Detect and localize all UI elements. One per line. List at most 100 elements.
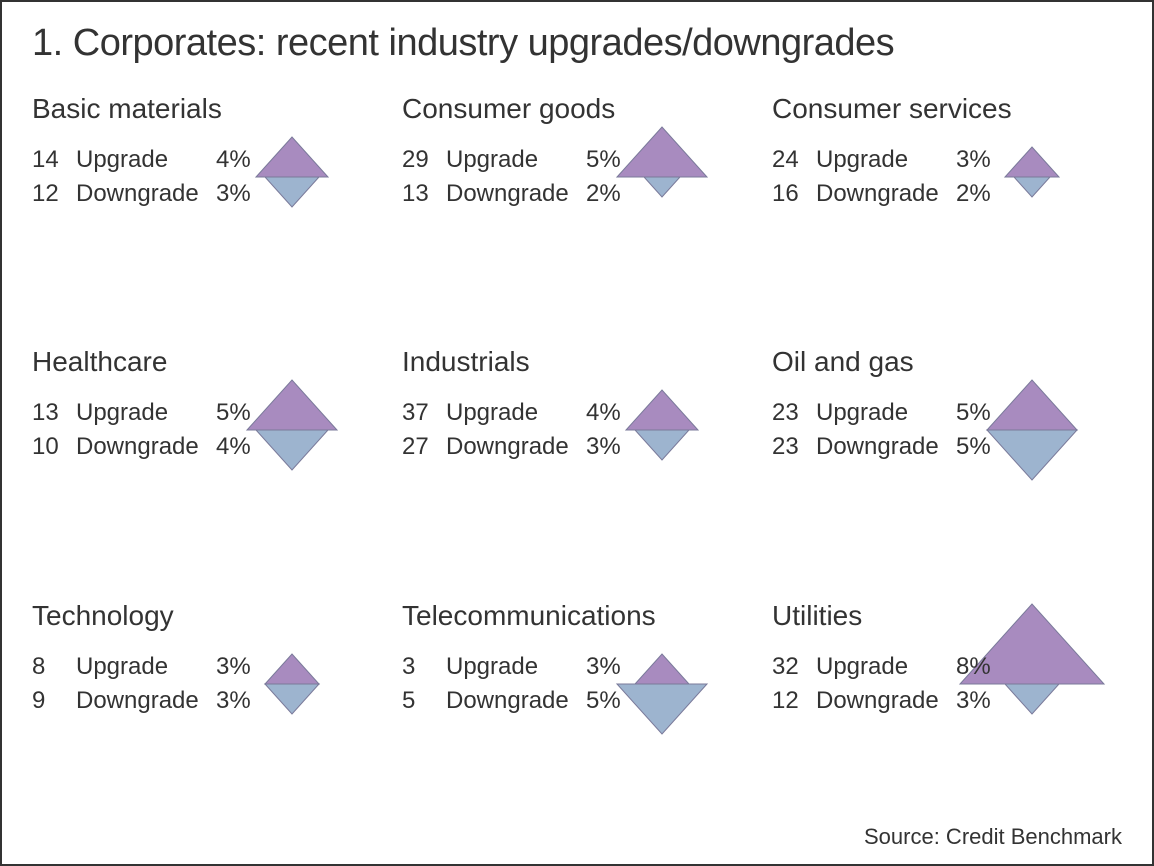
- downgrade-count: 16: [772, 180, 816, 208]
- downgrade-row: 9Downgrade3%: [32, 684, 382, 718]
- upgrade-pct: 8%: [956, 653, 1006, 681]
- sector-rows: 3Upgrade3%5Downgrade5%: [402, 650, 752, 718]
- downgrade-row: 12Downgrade3%: [772, 684, 1122, 718]
- sector-name: Basic materials: [32, 93, 382, 125]
- sector-rows: 13Upgrade5%10Downgrade4%: [32, 396, 382, 464]
- sector-name: Technology: [32, 600, 382, 632]
- sector-rows: 8Upgrade3%9Downgrade3%: [32, 650, 382, 718]
- sector-rows: 37Upgrade4%27Downgrade3%: [402, 396, 752, 464]
- downgrade-label: Downgrade: [816, 180, 956, 208]
- downgrade-label: Downgrade: [446, 180, 586, 208]
- downgrade-pct: 3%: [956, 687, 1006, 715]
- sector-name: Industrials: [402, 346, 752, 378]
- downgrade-label: Downgrade: [76, 687, 216, 715]
- upgrade-count: 3: [402, 653, 446, 681]
- sector-cell: Technology8Upgrade3%9Downgrade3%: [32, 600, 382, 793]
- downgrade-label: Downgrade: [76, 433, 216, 461]
- sector-grid: Basic materials14Upgrade4%12Downgrade3%C…: [32, 93, 1122, 793]
- upgrade-row: 23Upgrade5%: [772, 396, 1122, 430]
- sector-cell: Healthcare13Upgrade5%10Downgrade4%: [32, 346, 382, 539]
- upgrade-label: Upgrade: [446, 653, 586, 681]
- sector-name: Healthcare: [32, 346, 382, 378]
- downgrade-row: 16Downgrade2%: [772, 177, 1122, 211]
- upgrade-row: 24Upgrade3%: [772, 143, 1122, 177]
- upgrade-label: Upgrade: [446, 399, 586, 427]
- downgrade-pct: 2%: [956, 180, 1006, 208]
- sector-rows: 24Upgrade3%16Downgrade2%: [772, 143, 1122, 211]
- downgrade-count: 12: [772, 687, 816, 715]
- downgrade-pct: 4%: [216, 433, 266, 461]
- upgrade-count: 14: [32, 146, 76, 174]
- sector-cell: Utilities32Upgrade8%12Downgrade3%: [772, 600, 1122, 793]
- downgrade-pct: 2%: [586, 180, 636, 208]
- chart-frame: 1. Corporates: recent industry upgrades/…: [0, 0, 1154, 866]
- sector-cell: Consumer goods29Upgrade5%13Downgrade2%: [402, 93, 752, 286]
- downgrade-count: 12: [32, 180, 76, 208]
- downgrade-pct: 3%: [216, 687, 266, 715]
- upgrade-pct: 5%: [216, 399, 266, 427]
- downgrade-count: 5: [402, 687, 446, 715]
- upgrade-row: 8Upgrade3%: [32, 650, 382, 684]
- downgrade-label: Downgrade: [446, 433, 586, 461]
- downgrade-count: 27: [402, 433, 446, 461]
- upgrade-row: 32Upgrade8%: [772, 650, 1122, 684]
- upgrade-label: Upgrade: [816, 146, 956, 174]
- sector-name: Consumer services: [772, 93, 1122, 125]
- downgrade-count: 10: [32, 433, 76, 461]
- downgrade-pct: 3%: [216, 180, 266, 208]
- upgrade-pct: 3%: [956, 146, 1006, 174]
- downgrade-pct: 3%: [586, 433, 636, 461]
- downgrade-row: 23Downgrade5%: [772, 430, 1122, 464]
- downgrade-count: 13: [402, 180, 446, 208]
- downgrade-row: 5Downgrade5%: [402, 684, 752, 718]
- upgrade-label: Upgrade: [816, 399, 956, 427]
- upgrade-row: 14Upgrade4%: [32, 143, 382, 177]
- upgrade-count: 24: [772, 146, 816, 174]
- upgrade-label: Upgrade: [76, 146, 216, 174]
- sector-rows: 29Upgrade5%13Downgrade2%: [402, 143, 752, 211]
- upgrade-count: 13: [32, 399, 76, 427]
- upgrade-row: 13Upgrade5%: [32, 396, 382, 430]
- downgrade-pct: 5%: [586, 687, 636, 715]
- sector-rows: 32Upgrade8%12Downgrade3%: [772, 650, 1122, 718]
- sector-rows: 23Upgrade5%23Downgrade5%: [772, 396, 1122, 464]
- sector-cell: Basic materials14Upgrade4%12Downgrade3%: [32, 93, 382, 286]
- upgrade-row: 37Upgrade4%: [402, 396, 752, 430]
- upgrade-pct: 3%: [216, 653, 266, 681]
- sector-cell: Consumer services24Upgrade3%16Downgrade2…: [772, 93, 1122, 286]
- downgrade-count: 9: [32, 687, 76, 715]
- downgrade-label: Downgrade: [816, 433, 956, 461]
- upgrade-pct: 3%: [586, 653, 636, 681]
- downgrade-row: 10Downgrade4%: [32, 430, 382, 464]
- sector-cell: Industrials37Upgrade4%27Downgrade3%: [402, 346, 752, 539]
- sector-name: Utilities: [772, 600, 1122, 632]
- upgrade-label: Upgrade: [76, 399, 216, 427]
- downgrade-row: 12Downgrade3%: [32, 177, 382, 211]
- upgrade-label: Upgrade: [76, 653, 216, 681]
- downgrade-row: 27Downgrade3%: [402, 430, 752, 464]
- downgrade-label: Downgrade: [446, 687, 586, 715]
- sector-cell: Telecommunications3Upgrade3%5Downgrade5%: [402, 600, 752, 793]
- sector-name: Consumer goods: [402, 93, 752, 125]
- downgrade-pct: 5%: [956, 433, 1006, 461]
- sector-name: Oil and gas: [772, 346, 1122, 378]
- upgrade-pct: 5%: [956, 399, 1006, 427]
- upgrade-count: 37: [402, 399, 446, 427]
- source-attribution: Source: Credit Benchmark: [864, 824, 1122, 850]
- upgrade-label: Upgrade: [446, 146, 586, 174]
- downgrade-row: 13Downgrade2%: [402, 177, 752, 211]
- chart-title: 1. Corporates: recent industry upgrades/…: [32, 22, 1122, 65]
- upgrade-pct: 4%: [586, 399, 636, 427]
- sector-cell: Oil and gas23Upgrade5%23Downgrade5%: [772, 346, 1122, 539]
- upgrade-label: Upgrade: [816, 653, 956, 681]
- downgrade-count: 23: [772, 433, 816, 461]
- upgrade-count: 23: [772, 399, 816, 427]
- upgrade-count: 29: [402, 146, 446, 174]
- downgrade-label: Downgrade: [816, 687, 956, 715]
- upgrade-pct: 4%: [216, 146, 266, 174]
- upgrade-row: 3Upgrade3%: [402, 650, 752, 684]
- upgrade-count: 32: [772, 653, 816, 681]
- upgrade-row: 29Upgrade5%: [402, 143, 752, 177]
- upgrade-count: 8: [32, 653, 76, 681]
- upgrade-pct: 5%: [586, 146, 636, 174]
